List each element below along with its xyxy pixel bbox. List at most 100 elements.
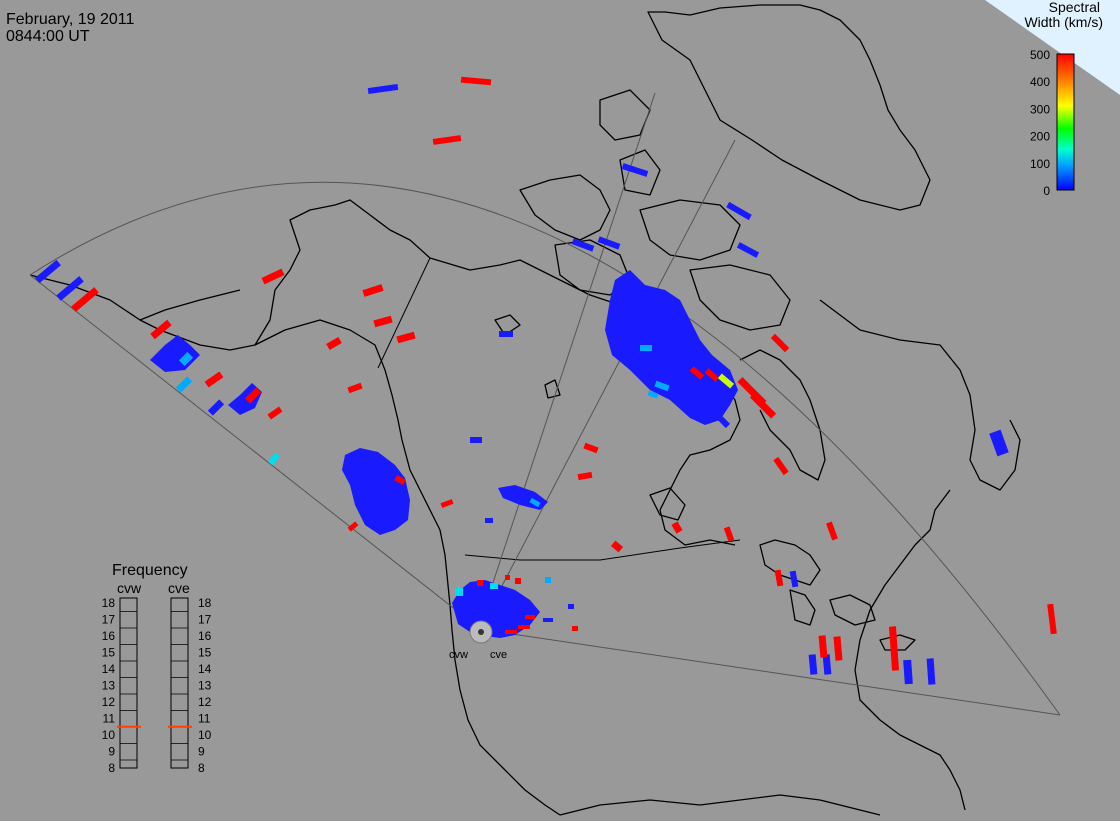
scatter-region <box>342 448 410 535</box>
scatter-cell <box>490 583 498 589</box>
colorbar-gradient <box>1056 53 1075 191</box>
scatter-cell <box>774 569 784 587</box>
scatter-cell <box>647 390 659 399</box>
frequency-scale-cve <box>170 597 189 769</box>
scatter-cell <box>207 399 225 416</box>
scatter-cell <box>926 658 936 685</box>
scatter-cell <box>485 518 493 523</box>
frequency-tick-cve: 11 <box>198 712 211 726</box>
coastlines <box>29 4 1021 816</box>
scatter-cell <box>470 437 482 443</box>
scatter-cell <box>577 471 593 481</box>
scatter-cell <box>267 452 281 466</box>
frequency-tick-cve: 12 <box>198 695 212 709</box>
scatter-cell <box>499 331 513 337</box>
scatter-cell <box>1047 603 1057 635</box>
frequency-tick-cvw: 16 <box>102 629 116 643</box>
frequency-tick-cve: 16 <box>198 629 212 643</box>
scatter-cell <box>326 336 342 351</box>
frequency-tick-cvw: 15 <box>102 646 116 660</box>
scatter-cell <box>749 392 777 419</box>
scatter-cell <box>833 636 843 661</box>
scatter-cell <box>529 497 541 508</box>
scatter-cell <box>261 268 285 285</box>
scatter-cell <box>736 242 760 258</box>
scatter-cell <box>373 315 393 328</box>
scatter-cell <box>505 630 517 634</box>
scatter-cell <box>178 351 194 367</box>
scatter-cell <box>362 284 384 297</box>
scatter-cell <box>715 413 731 429</box>
scatter-cell <box>903 659 913 685</box>
scatter-cell <box>621 163 649 177</box>
scatter-cell <box>726 201 752 221</box>
scatter-cell <box>610 540 624 553</box>
boundaries <box>377 257 741 561</box>
scatter-cell <box>515 578 521 584</box>
scatter-cell <box>568 604 574 609</box>
scatter-cell <box>71 287 99 312</box>
frequency-tick-cve: 14 <box>198 662 212 676</box>
scatter-cell <box>175 376 193 393</box>
radar-label-cvw: cvw <box>449 649 468 661</box>
frequency-tick-cve: 10 <box>198 728 212 742</box>
scatter-cell <box>789 570 799 588</box>
scatter-cell <box>525 615 535 619</box>
scatter-cell <box>826 521 838 541</box>
colorbar-title-line1: Spectral <box>1049 0 1100 15</box>
colorbar: Spectral Width (km/s) 500 400 300 200 100 0 <box>1024 0 1103 198</box>
scatter-cell <box>367 83 399 95</box>
frequency-tick-cve: 9 <box>198 745 205 759</box>
scatter-cell <box>455 588 463 596</box>
scatter-cell <box>440 499 454 508</box>
scatter-cell <box>689 366 705 380</box>
radar-label-cve: cve <box>490 649 507 661</box>
scatter-cell <box>347 382 363 394</box>
frequency-tick-cvw: 11 <box>103 712 116 726</box>
scatter-cell <box>396 331 416 344</box>
scatter-cell <box>773 456 789 476</box>
scatter-cell <box>347 521 359 532</box>
frequency-tick-cvw: 8 <box>108 761 115 775</box>
scatter-cell <box>505 575 510 580</box>
scatter-cell <box>244 387 262 404</box>
frequency-tick-cvw: 12 <box>102 695 116 709</box>
scatter-cell <box>723 526 735 542</box>
date-label: February, 19 2011 <box>6 11 134 28</box>
colorbar-title-line2: Width (km/s) <box>1024 14 1103 30</box>
scatter-cell <box>717 373 735 389</box>
scatter-cell <box>888 626 900 671</box>
scatter-cell <box>704 368 720 382</box>
frequency-panel: Frequency cvw cve 18 18 17 17 16 16 15 15 14 14 13… <box>102 562 212 775</box>
frequency-right-label: cve <box>168 580 190 596</box>
scatter-cell <box>543 618 553 622</box>
colorbar-tick-label: 400 <box>1030 75 1050 89</box>
scatter-cell <box>770 333 790 353</box>
frequency-tick-cve: 15 <box>198 646 212 660</box>
frequency-tick-cvw: 17 <box>102 613 116 627</box>
scatter-cell <box>394 474 406 486</box>
frequency-tick-cve: 17 <box>198 613 212 627</box>
frequency-scale-cvw <box>119 597 138 769</box>
scatter-cell <box>640 345 652 351</box>
radar-site: cvw cve <box>449 620 507 661</box>
colorbar-tick-label: 300 <box>1030 102 1050 116</box>
scatter-cell <box>818 635 828 658</box>
scatter-cell <box>432 135 462 145</box>
scatter-cell <box>571 238 595 252</box>
scatter-cell <box>989 429 1009 457</box>
colorbar-tick-label: 200 <box>1030 130 1050 144</box>
scatter-cell <box>597 236 621 250</box>
scatter-cell <box>671 521 683 534</box>
frequency-left-label: cvw <box>117 580 142 596</box>
scatter-cell <box>204 371 224 388</box>
frequency-tick-cve: 8 <box>198 761 205 775</box>
frequency-tick-cvw: 18 <box>102 596 116 610</box>
radar-fov <box>29 92 1061 716</box>
scatter-cell <box>267 406 283 420</box>
scatter-cell <box>150 319 172 340</box>
scatter-cell <box>654 380 670 392</box>
scatter-cell <box>808 654 818 675</box>
scatter-cell <box>460 76 492 86</box>
